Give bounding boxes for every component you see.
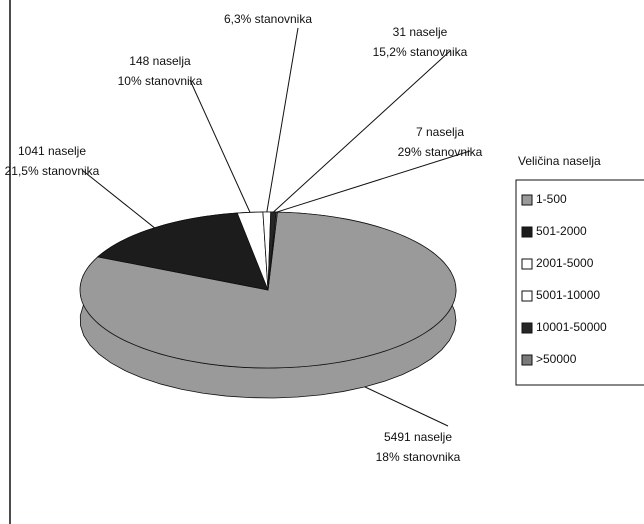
data-label: 5491 naselje [384,430,452,444]
legend-swatch [521,290,533,302]
leader-line [81,169,155,229]
legend-label: 5001-10000 [536,288,600,302]
population-label: 15,2% stanovnika [373,45,468,59]
legend-label: 1-500 [536,192,567,206]
legend-box [515,179,644,386]
leader-line [266,27,299,213]
population-label: 6,3% stanovnika [224,12,312,26]
legend-swatch [521,194,533,206]
population-label: 21,5% stanovnika [5,164,100,178]
legend-swatch [521,258,533,270]
population-label: 18% stanovnika [376,450,461,464]
legend-title: Veličina naselja [518,154,601,168]
legend-swatch [521,322,533,334]
leader-line [273,50,451,213]
leader-line [364,386,449,427]
data-label: 7 naselja [416,125,464,139]
legend-label: 2001-5000 [536,256,594,270]
legend-swatch [521,226,533,238]
legend-label: 501-2000 [536,224,587,238]
legend-swatch [521,354,533,366]
legend-label: 10001-50000 [536,320,607,334]
data-label: 1041 naselje [18,144,86,158]
leader-line [276,150,471,213]
legend-label: >50000 [536,352,577,366]
population-label: 29% stanovnika [398,145,483,159]
data-label: 31 naselje [393,25,448,39]
data-label: 148 naselja [129,54,191,68]
population-label: 10% stanovnika [118,74,203,88]
leader-line [189,79,251,213]
